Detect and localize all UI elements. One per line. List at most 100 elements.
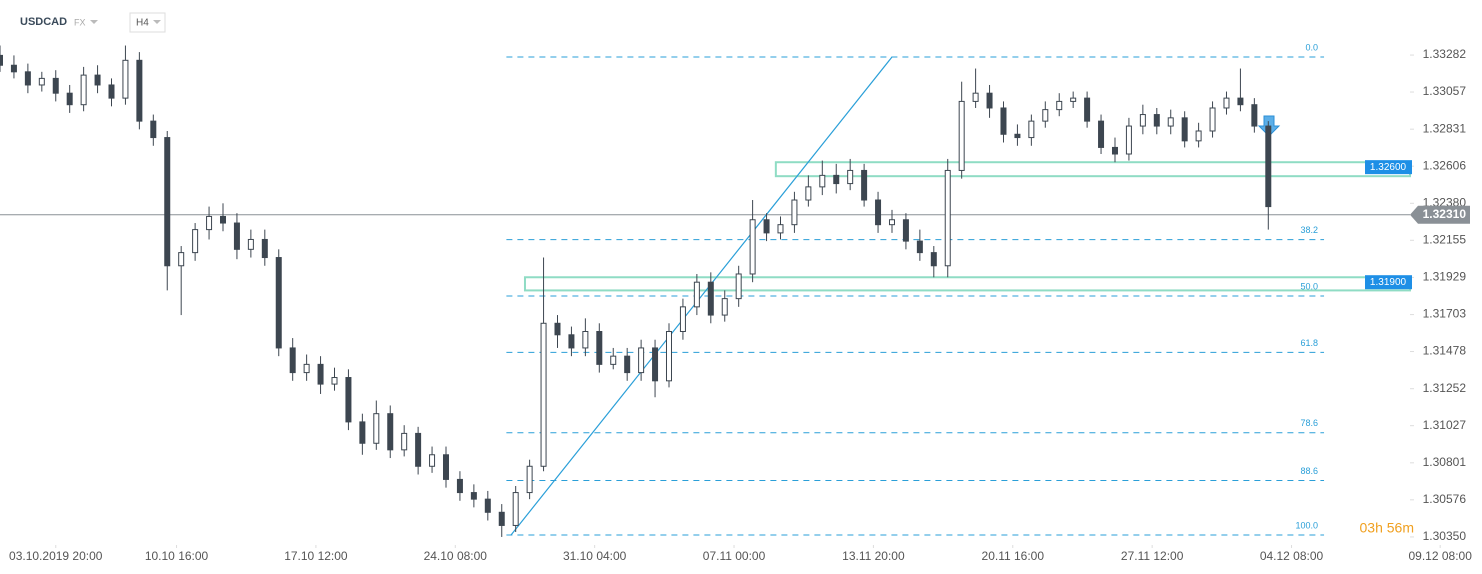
candle-body: [972, 92, 979, 102]
candle-body: [721, 298, 728, 316]
candle-body: [1181, 117, 1188, 142]
zone-label-bg: [1365, 160, 1412, 175]
candle-body: [1153, 114, 1160, 127]
candle-body: [289, 347, 296, 374]
candle-body: [819, 174, 826, 188]
candle-body: [1056, 100, 1063, 111]
candle-body: [1223, 97, 1230, 109]
candle-body: [219, 215, 226, 224]
candle-body: [331, 377, 338, 385]
candle-body: [122, 59, 129, 99]
candle-body: [958, 100, 965, 171]
x-tick-label: 07.11 00:00: [703, 549, 766, 563]
timeframe-box[interactable]: [129, 12, 166, 33]
y-tick-label: 1.31027: [1423, 418, 1467, 432]
candle-body: [512, 492, 519, 526]
candle-body: [916, 240, 923, 254]
candle-body: [582, 331, 589, 349]
zone-label-bg: [1365, 275, 1412, 290]
fib-label: 50.0: [1300, 281, 1318, 291]
candle-body: [108, 84, 115, 99]
y-tick-label: 1.32831: [1423, 121, 1467, 135]
candle-body: [442, 454, 449, 480]
candle-body: [1125, 125, 1132, 155]
candle-body: [359, 421, 366, 444]
candle-body: [233, 222, 240, 250]
candle-body: [638, 347, 645, 374]
candle-body: [1098, 120, 1105, 148]
x-tick-label: 10.10 16:00: [145, 549, 209, 563]
timeframe[interactable]: H4: [136, 18, 149, 29]
symbol: USDCAD: [20, 16, 67, 28]
current-price-bg: [1410, 205, 1470, 224]
y-tick-label: 1.32155: [1423, 232, 1467, 246]
candle-body: [679, 306, 686, 333]
candle-body: [526, 465, 533, 494]
candle-body: [401, 432, 408, 451]
candle-body: [52, 77, 59, 94]
fib-label: 61.8: [1300, 338, 1318, 348]
y-tick-label: 1.31703: [1423, 307, 1467, 321]
y-tick-label: 1.31252: [1423, 381, 1467, 395]
candle-body: [1042, 109, 1049, 122]
candle-body: [456, 478, 463, 494]
candle-body: [470, 492, 477, 500]
candle-body: [206, 215, 213, 231]
x-tick-label: 24.10 08:00: [424, 549, 488, 563]
candle-body: [498, 511, 505, 526]
fib-label: 100.0: [1295, 520, 1318, 530]
candle-body: [247, 238, 254, 250]
fib-label: 0.0: [1305, 42, 1318, 52]
candle-body: [1070, 97, 1077, 102]
candle-body: [415, 432, 422, 467]
candle-body: [540, 322, 547, 467]
candle-body: [1014, 133, 1021, 139]
candle-body: [429, 454, 436, 467]
y-tick-label: 1.33282: [1423, 47, 1467, 61]
candle-body: [164, 137, 171, 267]
candle-body: [777, 224, 784, 234]
candle-body: [317, 363, 324, 385]
candle-body: [1251, 104, 1258, 127]
y-tick-label: 1.30801: [1423, 455, 1467, 469]
x-tick-label: 03.10.2019 20:00: [9, 549, 103, 563]
candle-body: [484, 498, 491, 513]
trend-line: [510, 56, 893, 536]
candle-body: [693, 281, 700, 308]
candle-body: [596, 331, 603, 365]
candle-body: [94, 74, 101, 86]
candle-body: [749, 219, 756, 275]
candle-body: [805, 186, 812, 201]
candle-body: [80, 74, 87, 106]
candle-body: [735, 273, 742, 300]
y-tick-label: 1.31929: [1423, 270, 1467, 284]
x-tick-label: 17.10 12:00: [284, 549, 348, 563]
x-tick-label: 13.11 20:00: [842, 549, 905, 563]
candle-body: [554, 322, 561, 336]
candle-body: [373, 413, 380, 444]
candle-body: [261, 238, 268, 259]
candle-body: [861, 169, 868, 201]
candle-body: [568, 334, 575, 349]
candle-body: [902, 219, 909, 242]
candle-body: [833, 174, 840, 185]
candle-body: [610, 355, 617, 365]
candle-body: [38, 77, 45, 86]
fib-label: 38.2: [1300, 225, 1318, 235]
candle-body: [875, 199, 882, 226]
candle-body: [10, 64, 17, 73]
candle-body: [930, 252, 937, 267]
candle-body: [1167, 117, 1174, 127]
x-tick-label: 09.12 08:00: [1408, 549, 1472, 563]
candle-body: [888, 219, 895, 226]
candle-body: [1237, 97, 1244, 106]
candle-body: [986, 92, 993, 109]
zone-label: 1.31900: [1370, 277, 1407, 288]
market-dropdown[interactable]: [90, 20, 98, 24]
candle-body: [1084, 97, 1091, 122]
timeframe-dropdown[interactable]: [153, 20, 161, 24]
x-tick-label: 31.10 04:00: [563, 549, 627, 563]
y-tick-label: 1.32606: [1423, 158, 1467, 172]
fib-label: 88.6: [1300, 466, 1318, 476]
